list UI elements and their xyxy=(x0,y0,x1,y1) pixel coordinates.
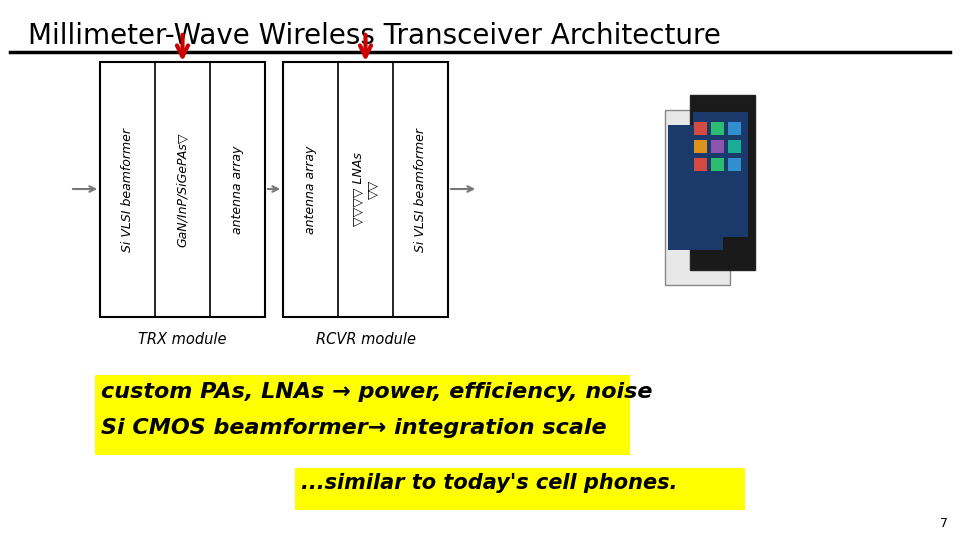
Bar xyxy=(711,122,724,135)
Text: Millimeter-Wave Wireless Transceiver Architecture: Millimeter-Wave Wireless Transceiver Arc… xyxy=(28,22,721,50)
Text: Si VLSI beamformer: Si VLSI beamformer xyxy=(121,127,134,252)
Text: antenna array: antenna array xyxy=(304,145,317,234)
Bar xyxy=(711,140,724,153)
Bar xyxy=(694,158,707,171)
Bar xyxy=(694,140,707,153)
Text: Si CMOS beamformer→ integration scale: Si CMOS beamformer→ integration scale xyxy=(101,418,607,438)
Bar xyxy=(693,112,748,237)
Text: GaN/InP/SiGePAs▽: GaN/InP/SiGePAs▽ xyxy=(176,132,189,247)
Text: ▽▽▽▽ LNAs
▽▽: ▽▽▽▽ LNAs ▽▽ xyxy=(351,153,379,226)
Bar xyxy=(694,122,707,135)
Bar xyxy=(295,468,745,510)
Bar xyxy=(95,375,630,455)
Bar xyxy=(283,62,448,317)
Bar xyxy=(728,158,741,171)
Bar xyxy=(665,110,730,285)
Text: antenna array: antenna array xyxy=(231,145,244,234)
Text: ...similar to today's cell phones.: ...similar to today's cell phones. xyxy=(301,473,678,493)
Bar xyxy=(100,62,265,317)
Text: custom PAs, LNAs → power, efficiency, noise: custom PAs, LNAs → power, efficiency, no… xyxy=(101,382,653,402)
Text: Si VLSI beamformer: Si VLSI beamformer xyxy=(414,127,427,252)
Bar xyxy=(728,122,741,135)
Text: TRX module: TRX module xyxy=(138,332,227,347)
Bar xyxy=(690,95,755,270)
Bar xyxy=(668,125,723,250)
Text: 7: 7 xyxy=(940,517,948,530)
Bar xyxy=(728,140,741,153)
Bar xyxy=(711,158,724,171)
Text: RCVR module: RCVR module xyxy=(316,332,416,347)
